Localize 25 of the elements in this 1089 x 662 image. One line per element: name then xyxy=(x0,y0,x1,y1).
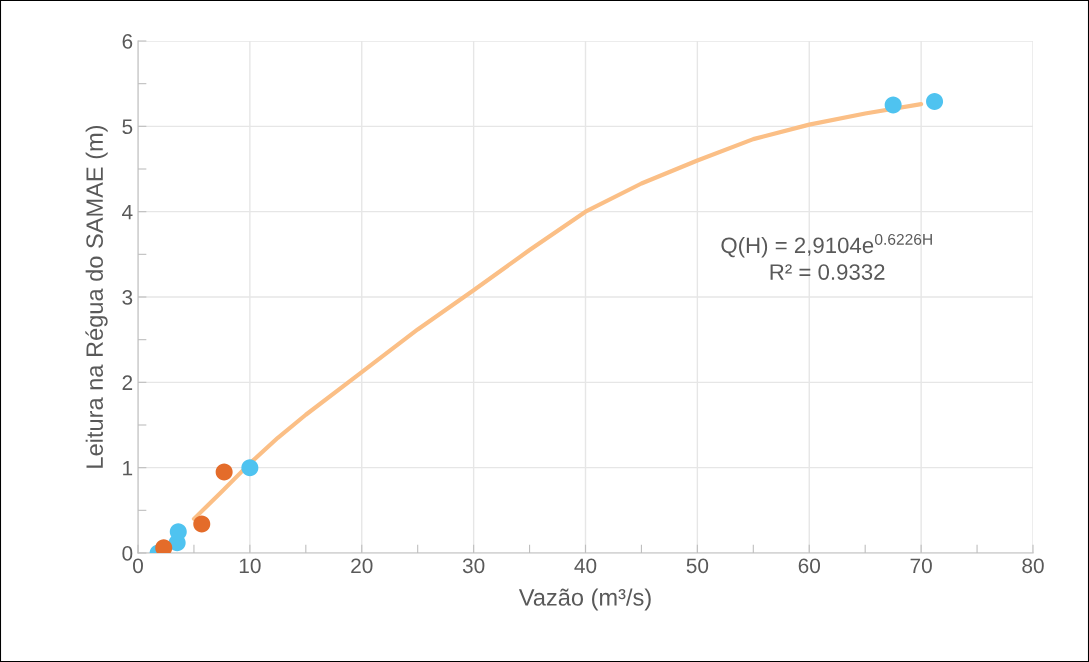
x-tick-label: 80 xyxy=(1022,558,1044,574)
x-tick-label: 20 xyxy=(351,558,373,574)
y-tick-label: 2 xyxy=(122,375,133,390)
y-tick-label: 0 xyxy=(122,546,133,561)
point xyxy=(215,463,233,481)
x-tick-label: 60 xyxy=(798,558,821,574)
annotation: R² = 0.9332 xyxy=(770,264,885,280)
x-tick-label: 30 xyxy=(462,558,485,574)
point xyxy=(241,459,259,477)
x-tick-label: 50 xyxy=(686,558,709,574)
annotation: Q(H) = 2,9104e$^{0.6226H}$ xyxy=(721,233,932,258)
point xyxy=(193,515,211,533)
x-tick-label: 40 xyxy=(574,558,597,574)
y-axis-title: Leitura na Régua do SAMAE (m) xyxy=(85,125,108,468)
x-tick-label: 10 xyxy=(239,558,261,574)
y-tick-label: 1 xyxy=(123,460,133,476)
y-tick-label: 4 xyxy=(122,204,133,220)
point xyxy=(884,96,902,114)
x-tick-label: 0 xyxy=(133,558,143,574)
y-tick-label: 3 xyxy=(122,290,133,305)
y-tick-label: 6 xyxy=(122,34,133,49)
x-axis-title: Vazão (m³/s) xyxy=(518,588,651,611)
y-tick-label: 5 xyxy=(122,119,133,135)
point xyxy=(926,93,944,111)
x-tick-label: 70 xyxy=(910,558,932,574)
